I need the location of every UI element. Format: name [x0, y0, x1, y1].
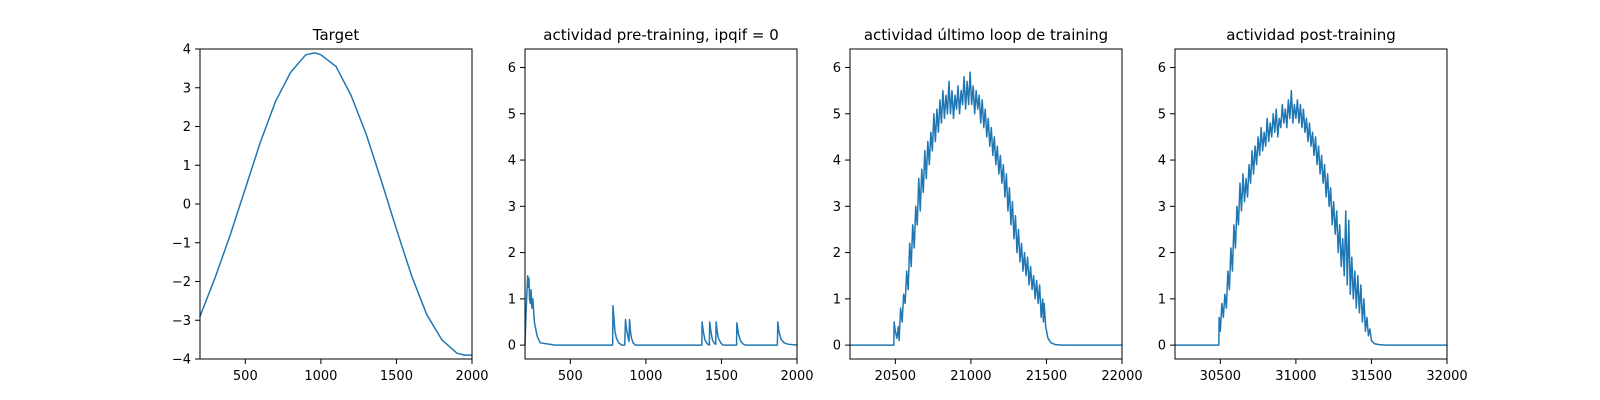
- y-tick-label: 0: [833, 339, 841, 354]
- series-line-1: [524, 274, 798, 346]
- x-tick-label: 30500: [1200, 369, 1241, 384]
- y-tick-label: 0: [1158, 339, 1166, 354]
- y-tick-label: 3: [833, 200, 841, 215]
- y-tick-label: 1: [183, 159, 191, 174]
- x-tick-label: 2000: [455, 369, 488, 384]
- y-tick-label: −3: [172, 314, 191, 329]
- y-tick-label: 3: [1158, 200, 1166, 215]
- axes-frame: [849, 48, 1123, 360]
- x-tick-label: 1500: [380, 369, 413, 384]
- subplot-title: actividad post-training: [1226, 26, 1395, 44]
- y-tick-label: 5: [833, 107, 841, 122]
- y-tick-label: 1: [508, 292, 516, 307]
- x-tick-label: 1500: [705, 369, 738, 384]
- x-tick-label: 21000: [950, 369, 991, 384]
- y-tick-label: 3: [508, 200, 516, 215]
- y-tick-label: 2: [833, 246, 841, 261]
- series-line-1: [199, 52, 473, 356]
- y-tick-label: 0: [508, 339, 516, 354]
- x-tick-label: 20500: [875, 369, 916, 384]
- y-tick-label: 2: [508, 246, 516, 261]
- x-tick-label: 22000: [1101, 369, 1142, 384]
- x-tick-label: 1000: [304, 369, 337, 384]
- x-tick-label: 1000: [629, 369, 662, 384]
- y-tick-label: 6: [833, 61, 841, 76]
- x-tick-label: 500: [233, 369, 258, 384]
- y-tick-label: −2: [172, 275, 191, 290]
- y-tick-label: 1: [1158, 292, 1166, 307]
- y-tick-label: 0: [183, 198, 191, 213]
- y-tick-label: 2: [183, 120, 191, 135]
- subplot-title: actividad pre-training, ipqif = 0: [543, 26, 779, 44]
- y-tick-label: 2: [1158, 246, 1166, 261]
- x-tick-label: 31500: [1351, 369, 1392, 384]
- series-line-1: [1174, 89, 1448, 346]
- subplot-2: actividad pre-training, ipqif = 0 500 1000…: [508, 26, 814, 384]
- y-tick-label: 5: [1158, 107, 1166, 122]
- x-tick-label: 500: [558, 369, 583, 384]
- x-tick-label: 21500: [1026, 369, 1067, 384]
- y-tick-label: −4: [172, 353, 191, 368]
- x-tick-label: 2000: [780, 369, 813, 384]
- y-tick-label: 4: [1158, 154, 1166, 169]
- y-tick-label: 4: [833, 154, 841, 169]
- y-tick-label: 6: [508, 61, 516, 76]
- axes-frame: [524, 48, 798, 360]
- subplot-title: actividad último loop de training: [864, 26, 1108, 44]
- x-tick-label: 31000: [1275, 369, 1316, 384]
- subplot-title: Target: [312, 26, 360, 44]
- subplot-1: Target 500 1000 1500 2000 −4 −3 −2 −1 0 1 2 3 4: [172, 26, 489, 384]
- axes-frame: [1174, 48, 1448, 360]
- y-tick-label: 3: [183, 81, 191, 96]
- y-tick-label: 5: [508, 107, 516, 122]
- y-tick-label: 4: [183, 43, 191, 58]
- y-tick-label: 4: [508, 154, 516, 169]
- x-tick-label: 32000: [1426, 369, 1467, 384]
- y-tick-label: 6: [1158, 61, 1166, 76]
- y-tick-label: 1: [833, 292, 841, 307]
- y-tick-label: −1: [172, 236, 191, 251]
- series-line-1: [849, 71, 1123, 346]
